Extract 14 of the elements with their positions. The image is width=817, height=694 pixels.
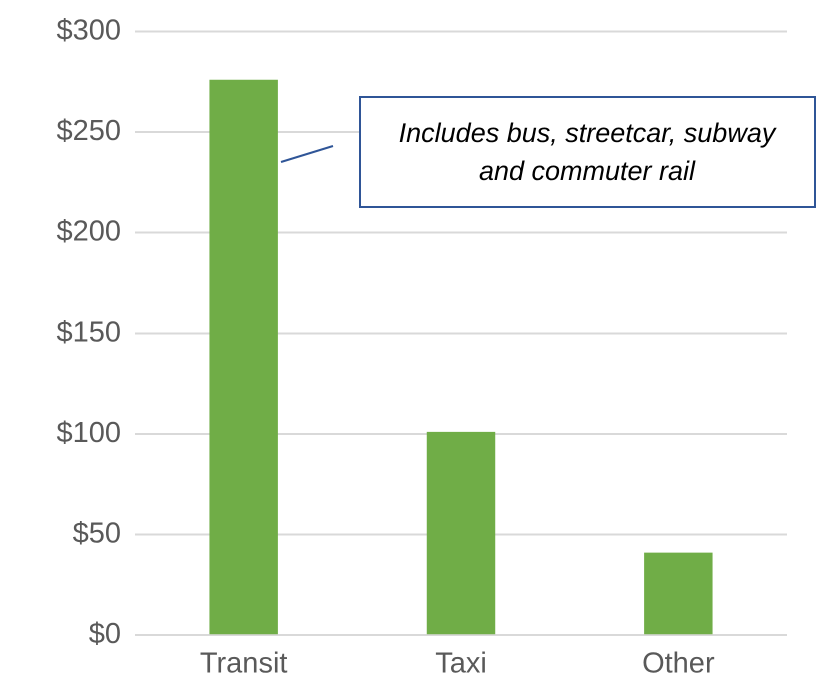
bar [426, 432, 496, 634]
y-tick-label: $250 [56, 115, 121, 148]
y-tick-label: $150 [56, 316, 121, 348]
y-tick-label: $50 [72, 518, 121, 550]
x-tick-label: Other [642, 648, 715, 680]
annotation: Includes bus, streetcar, subway and commuter rail [359, 97, 815, 207]
y-tick-label: $200 [56, 216, 121, 248]
bar [644, 552, 713, 634]
x-tick-label: Taxi [435, 648, 487, 680]
x-tick-label: Transit [200, 648, 288, 680]
bar [209, 80, 278, 634]
y-tick-label: $100 [56, 416, 121, 449]
y-tick-label: $0 [88, 618, 121, 650]
y-tick-label: $300 [56, 14, 121, 46]
